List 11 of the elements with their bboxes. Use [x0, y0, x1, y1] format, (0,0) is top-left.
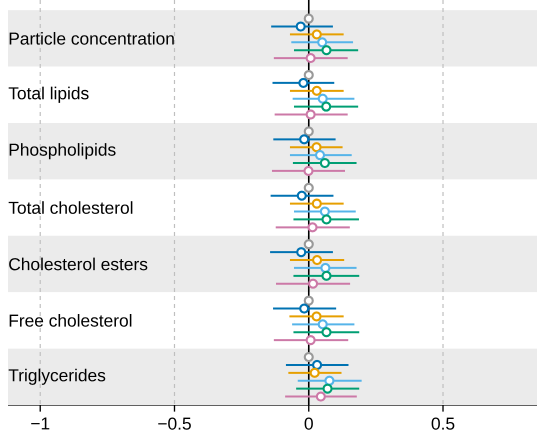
x-tick-label: −0.5	[158, 417, 191, 430]
x-tick-label: −1	[31, 417, 50, 430]
y-tick-label: Particle concentration	[10, 32, 174, 45]
y-tick-label: Free cholesterol	[10, 314, 132, 327]
y-tick-label: Phospholipids	[10, 143, 116, 160]
y-tick-label: Triglycerides	[8, 368, 106, 385]
x-tick-label: 0.5	[432, 417, 454, 430]
y-tick-label: Total lipids	[8, 86, 89, 103]
x-tick-label: 0	[304, 417, 313, 430]
y-tick-label: Cholesterol esters	[9, 258, 148, 270]
y-tick-label: Total cholesterol	[8, 201, 132, 214]
